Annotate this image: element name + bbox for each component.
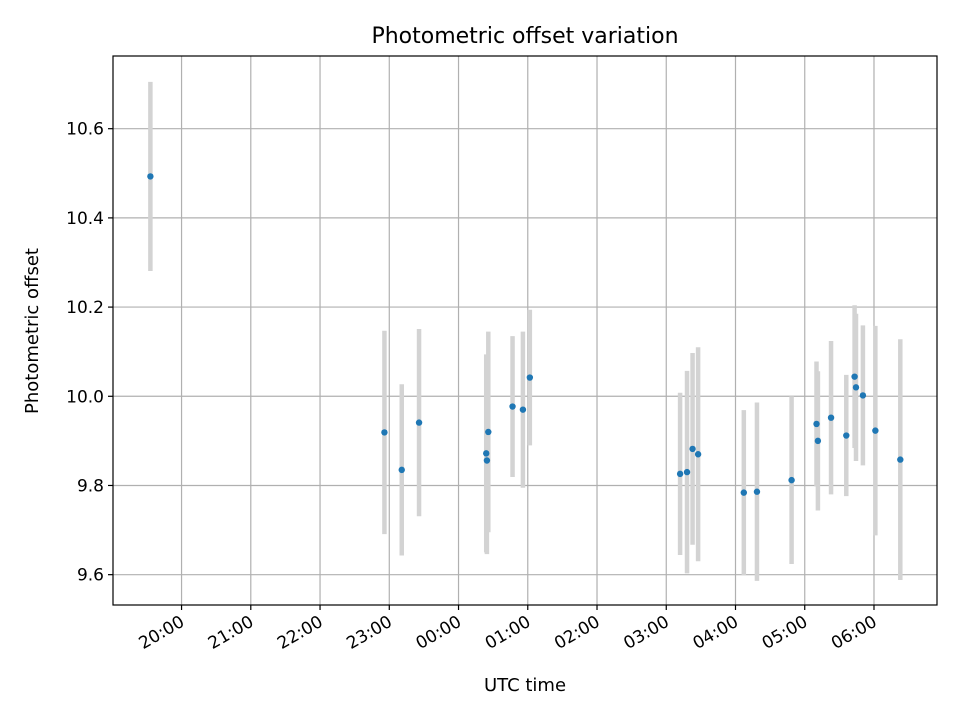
data-point [509, 403, 516, 410]
data-point [483, 450, 490, 457]
data-point [843, 432, 850, 439]
data-point [813, 420, 820, 428]
x-axis-ticks: 20:00 21:00 22:00 23:00 00:00 01:00 02:00 03:00… [136, 605, 880, 654]
y-axis-ticks: 9.6 9.8 10.0 10.2 10.4 10.6 [66, 120, 113, 586]
data-point [415, 419, 423, 426]
x-tick-label: 06:00 [828, 612, 880, 654]
data-point [897, 456, 904, 463]
data-point [753, 488, 761, 495]
y-tick-label: 10.4 [66, 209, 104, 229]
x-tick-label: 05:00 [759, 612, 811, 654]
data-point [852, 384, 860, 391]
data-point [694, 451, 702, 458]
data-point [483, 457, 491, 464]
plot-frame [112, 55, 938, 606]
data-point [859, 392, 867, 399]
x-tick-label: 02:00 [551, 612, 603, 654]
data-point [485, 428, 492, 436]
x-tick-label: 03:00 [620, 612, 672, 654]
x-tick-label: 00:00 [413, 612, 465, 654]
y-tick-label: 10.2 [66, 298, 104, 318]
data-points [147, 173, 904, 496]
y-tick-label: 10.0 [66, 387, 104, 407]
data-point [683, 468, 691, 476]
y-tick-label: 9.8 [77, 476, 104, 496]
data-point [147, 173, 154, 180]
x-tick-label: 21:00 [205, 612, 257, 654]
grid-lines [113, 56, 937, 605]
x-tick-label: 22:00 [274, 612, 326, 654]
y-axis-label: Photometric offset [22, 248, 43, 414]
data-point [676, 470, 684, 478]
data-point [788, 476, 795, 484]
chart-title: Photometric offset variation [371, 24, 678, 49]
x-tick-label: 23:00 [343, 612, 395, 654]
y-tick-label: 10.6 [66, 120, 104, 140]
x-axis-label: UTC time [484, 675, 566, 696]
y-tick-label: 9.6 [77, 566, 104, 586]
data-point [827, 414, 835, 421]
x-tick-label: 20:00 [136, 612, 188, 654]
data-point [526, 374, 534, 381]
data-point [851, 373, 858, 380]
data-point [519, 406, 527, 413]
data-point [689, 445, 696, 453]
error-bars [148, 81, 903, 581]
data-point [740, 489, 748, 496]
data-point [814, 437, 822, 445]
data-point [381, 429, 388, 436]
data-point [872, 427, 879, 434]
data-point [398, 466, 405, 474]
x-tick-label: 04:00 [690, 612, 742, 654]
x-tick-label: 01:00 [482, 612, 534, 654]
